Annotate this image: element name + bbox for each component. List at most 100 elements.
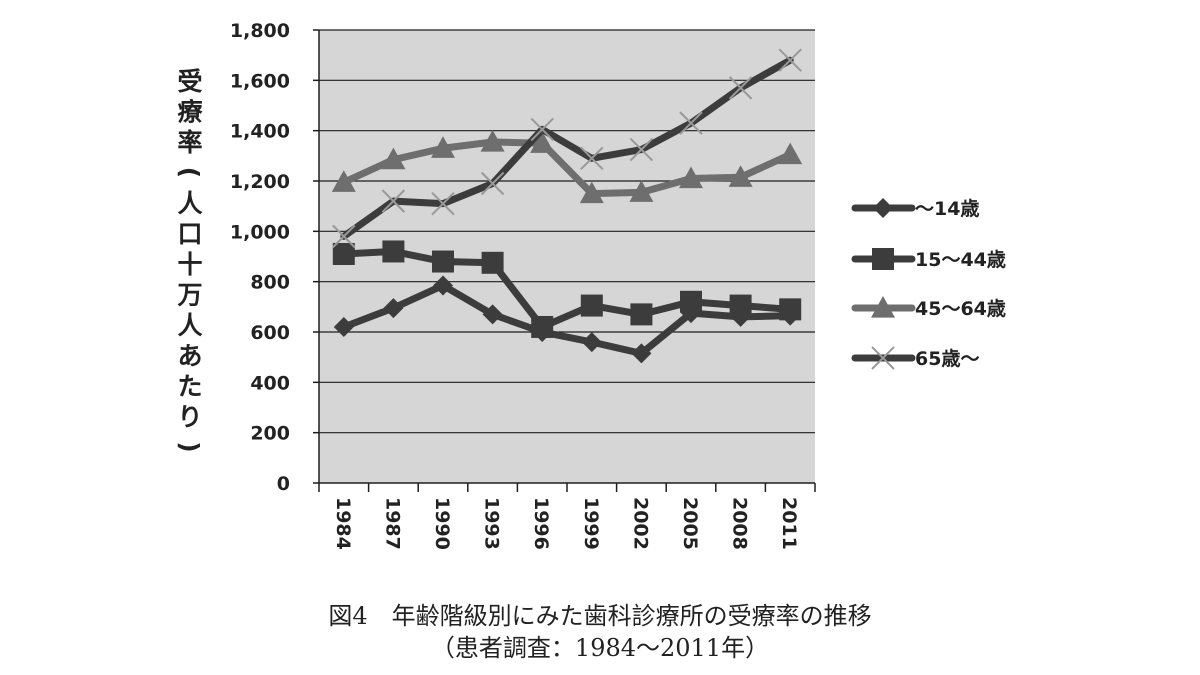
- data-point-square: [432, 250, 454, 273]
- data-point-square: [382, 240, 405, 263]
- data-point-x-stroke: [580, 146, 604, 171]
- series-line-4: [340, 56, 794, 240]
- data-point-x: [629, 137, 654, 162]
- data-point-square: [729, 294, 752, 317]
- data-point-square: [580, 294, 603, 317]
- y-axis-label-char: り: [177, 403, 202, 432]
- data-point-x-stroke: [530, 117, 554, 142]
- x-tick-label: 1987: [381, 497, 403, 550]
- data-point-diamond: [433, 275, 453, 296]
- data-point-x-stroke: [728, 76, 753, 100]
- data-point-square: [680, 290, 702, 313]
- y-tick-label: 1,400: [230, 121, 290, 143]
- y-axis-label-char: た: [177, 372, 202, 401]
- x-tick-label: 1996: [530, 497, 552, 550]
- data-point-x: [871, 346, 895, 370]
- x-tick-labels: 1984 1987 1990 1993 1996 1999 2002 2005 2008 2011: [332, 497, 800, 550]
- data-point-x: [332, 224, 356, 249]
- y-axis-label-char: 受: [177, 67, 202, 96]
- y-axis-label-char: あ: [177, 342, 202, 371]
- data-point-triangle: [381, 147, 406, 170]
- y-axis-label-char: 療: [177, 98, 202, 127]
- data-point-triangle: [629, 180, 654, 202]
- data-point-x-stroke: [778, 48, 802, 72]
- figure-caption: 図4 年齢階級別にみた歯科診療所の受療率の推移: [328, 602, 872, 630]
- y-tick-label: 200: [250, 423, 290, 445]
- y-tick-label: 1,200: [230, 171, 290, 193]
- data-point-triangle: [530, 131, 555, 153]
- data-point-diamond: [482, 304, 503, 325]
- y-axis-label-char: 人: [177, 189, 202, 218]
- figure-caption-source: （患者調査：1984〜2011年）: [430, 634, 770, 662]
- data-point-diamond: [873, 198, 893, 218]
- data-point-x: [431, 191, 455, 216]
- data-point-square: [531, 315, 554, 338]
- data-point-x-stroke: [381, 189, 406, 213]
- data-point-square: [872, 248, 894, 270]
- data-point-x-stroke: [431, 191, 455, 216]
- series-line-2: [340, 247, 794, 331]
- legend: 〜14歳 15〜44歳 45〜64歳 65歳〜: [851, 198, 1006, 370]
- y-axis-label-char: 率: [177, 128, 202, 157]
- y-tick-label: 1,000: [230, 221, 290, 243]
- data-point-x-stroke: [332, 224, 356, 249]
- data-point-square: [630, 303, 653, 326]
- x-tick-label: 1984: [332, 497, 354, 550]
- data-point-triangle: [331, 170, 356, 192]
- y-tick-labels: 0 200 400 600 800 1,000 1,200 1,400 1,600 1,800: [230, 20, 290, 495]
- data-point-x: [679, 111, 703, 135]
- data-point-diamond: [333, 316, 354, 337]
- data-point-diamond: [581, 332, 602, 353]
- data-point-triangle: [579, 181, 604, 204]
- data-point-triangle: [431, 136, 455, 158]
- y-tick-label: 1,600: [230, 70, 290, 92]
- data-point-square: [332, 242, 355, 265]
- y-tick-label: 600: [250, 322, 290, 344]
- x-tick-label: 1993: [481, 497, 503, 550]
- x-tick-label: 2002: [629, 497, 651, 550]
- y-tick-label: 0: [277, 473, 290, 495]
- legend-label: 65歳〜: [915, 348, 979, 370]
- series-group: [331, 48, 803, 364]
- data-point-triangle: [871, 296, 895, 318]
- legend-label: 45〜64歳: [915, 298, 1006, 320]
- x-tick-label: 2008: [729, 497, 751, 550]
- data-point-x: [381, 189, 406, 213]
- data-point-x-stroke: [679, 111, 703, 135]
- data-point-x: [480, 171, 505, 196]
- y-tick-label: 400: [250, 372, 290, 394]
- data-point-x: [778, 48, 802, 72]
- x-tick-label: 2011: [778, 497, 800, 550]
- y-axis-label-char: (: [175, 167, 204, 178]
- chart: 0 200 400 600 800 1,000 1,200 1,400 1,600 1,800 1…: [175, 20, 1006, 550]
- data-point-triangle: [679, 166, 703, 189]
- y-axis-label-char: 万: [177, 281, 202, 310]
- data-point-diamond: [383, 298, 404, 319]
- x-tick-label: 1999: [580, 497, 602, 550]
- data-point-triangle: [480, 129, 505, 152]
- data-point-x-stroke: [871, 346, 895, 370]
- axes: [313, 29, 816, 492]
- x-tick-label: 1990: [431, 497, 453, 550]
- data-point-square: [481, 251, 504, 274]
- data-point-x-stroke: [629, 137, 654, 162]
- data-point-x: [580, 146, 604, 171]
- y-axis-label-char: 十: [177, 250, 202, 279]
- data-point-triangle: [728, 165, 753, 187]
- data-point-triangle: [778, 142, 803, 165]
- data-point-square: [779, 298, 802, 321]
- y-axis-label-char: 人: [177, 311, 202, 340]
- legend-label: 〜14歳: [915, 198, 979, 220]
- y-axis-label-char: ): [175, 441, 204, 452]
- series-line-1: [340, 281, 794, 357]
- legend-label: 15〜44歳: [915, 249, 1006, 271]
- gridlines: [319, 29, 815, 434]
- x-tick-label: 2005: [679, 497, 701, 550]
- data-point-x: [530, 117, 554, 142]
- data-point-diamond: [631, 343, 652, 364]
- series-line-3: [340, 138, 794, 198]
- data-point-x-stroke: [480, 171, 505, 196]
- y-tick-label: 800: [250, 272, 290, 294]
- data-point-x: [728, 76, 753, 100]
